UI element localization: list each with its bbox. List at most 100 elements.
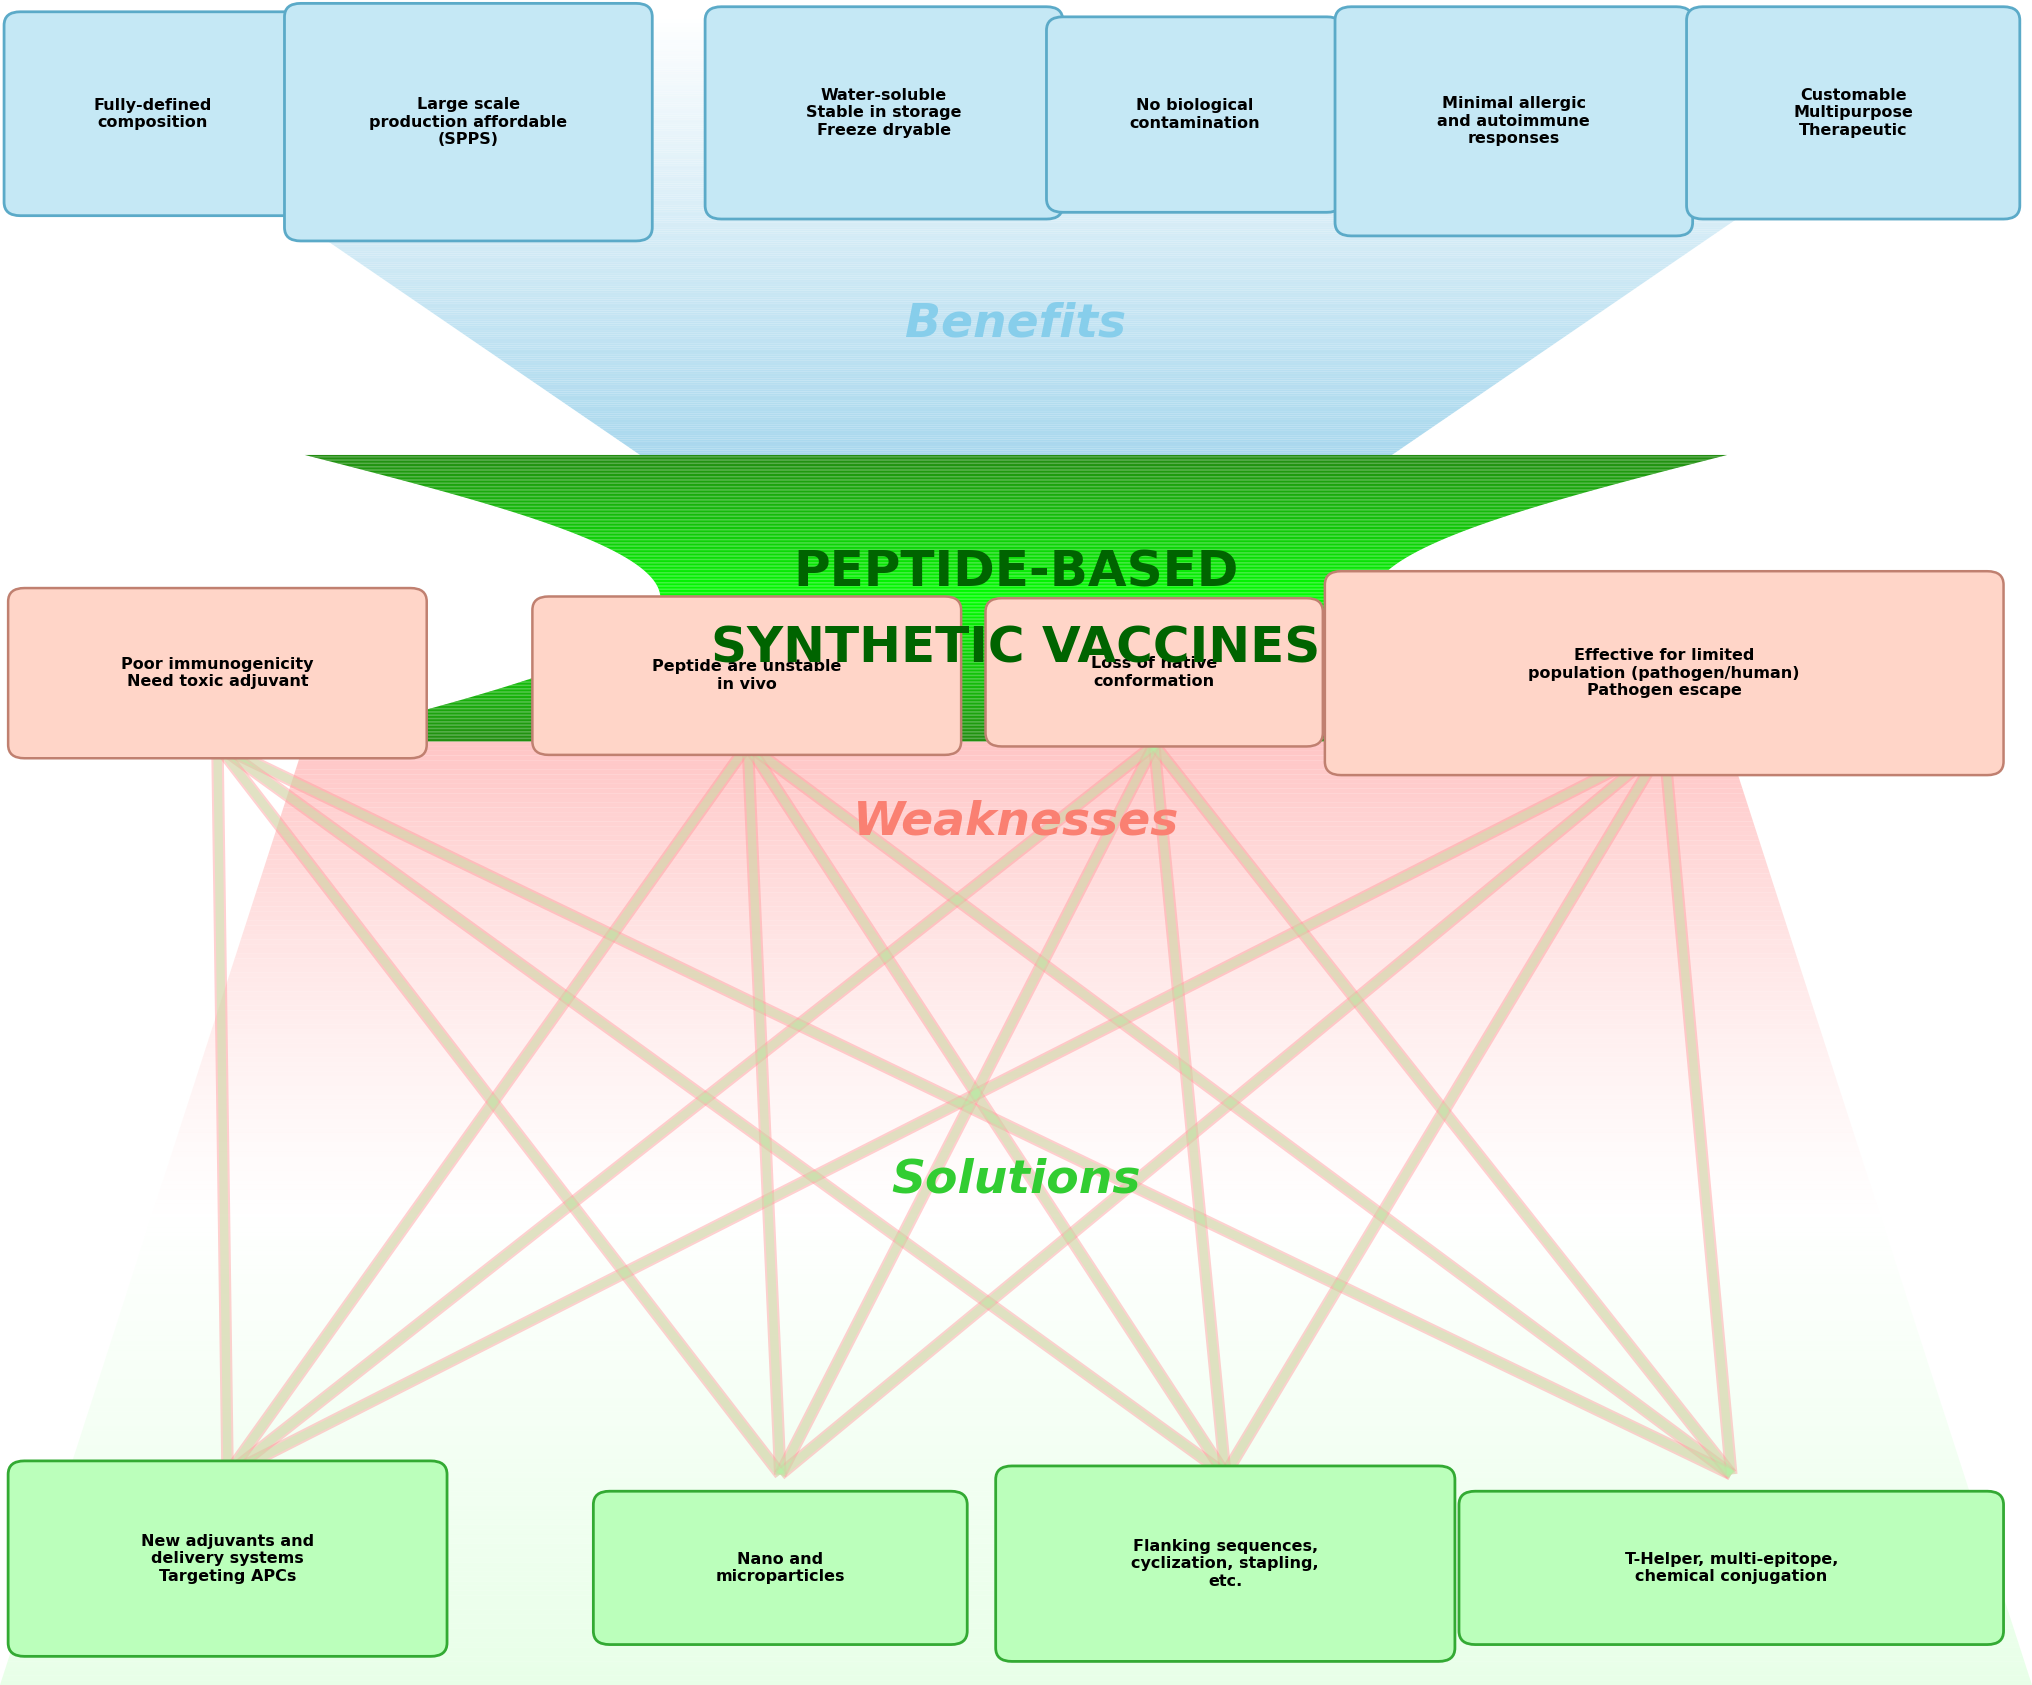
Polygon shape [41,45,1991,47]
Polygon shape [242,930,1790,935]
Polygon shape [41,1554,1991,1557]
Polygon shape [132,106,1900,110]
Polygon shape [18,1624,2014,1628]
Polygon shape [120,1308,1912,1313]
Polygon shape [61,1491,1971,1496]
Polygon shape [6,1661,2026,1666]
Polygon shape [608,433,1424,435]
Polygon shape [380,278,1652,280]
Text: Peptide are unstable
in vivo: Peptide are unstable in vivo [652,659,841,693]
Polygon shape [295,219,1737,221]
Polygon shape [93,81,1939,83]
Polygon shape [244,184,1788,185]
Polygon shape [232,964,1800,967]
Polygon shape [100,84,1932,88]
Polygon shape [154,121,1878,125]
Polygon shape [236,949,1796,954]
Polygon shape [63,61,1967,62]
Polygon shape [264,864,1768,869]
Polygon shape [502,361,1530,362]
Polygon shape [234,177,1798,179]
Polygon shape [75,1444,1955,1449]
Polygon shape [524,376,1508,379]
FancyBboxPatch shape [284,3,652,241]
Polygon shape [289,214,1743,216]
Polygon shape [282,807,1750,812]
Polygon shape [457,330,1575,332]
Polygon shape [81,1426,1949,1431]
Polygon shape [26,1596,2004,1601]
Polygon shape [278,207,1754,209]
FancyBboxPatch shape [1335,7,1693,236]
Polygon shape [599,426,1433,428]
Polygon shape [260,873,1772,878]
Polygon shape [634,450,1398,453]
Polygon shape [213,1019,1819,1024]
Polygon shape [0,17,2032,19]
Polygon shape [6,22,2026,24]
Polygon shape [140,113,1892,116]
Polygon shape [396,288,1636,290]
Polygon shape [156,1200,1878,1203]
Polygon shape [30,1586,2002,1591]
Polygon shape [152,1208,1880,1213]
FancyBboxPatch shape [705,7,1063,219]
Polygon shape [618,440,1414,441]
Text: Fully-defined
composition: Fully-defined composition [93,98,211,130]
Polygon shape [473,340,1559,344]
Polygon shape [20,1614,2010,1619]
Polygon shape [47,1538,1985,1543]
Polygon shape [98,1378,1934,1383]
Polygon shape [142,1242,1890,1247]
Polygon shape [0,1680,2032,1685]
Polygon shape [297,760,1735,765]
Polygon shape [87,1407,1943,1412]
Polygon shape [136,1255,1894,1260]
Polygon shape [79,72,1953,74]
Polygon shape [181,1124,1853,1129]
Polygon shape [18,30,2014,32]
Polygon shape [77,69,1955,72]
Text: T-Helper, multi-epitope,
chemical conjugation: T-Helper, multi-epitope, chemical conjug… [1624,1552,1839,1584]
Polygon shape [435,315,1597,317]
Polygon shape [53,1515,1979,1520]
Polygon shape [136,1260,1896,1265]
Polygon shape [148,1223,1884,1227]
Polygon shape [118,98,1914,99]
Polygon shape [455,329,1577,330]
Polygon shape [612,435,1420,438]
FancyBboxPatch shape [593,1491,967,1645]
Polygon shape [193,1085,1841,1090]
Polygon shape [167,131,1865,133]
Polygon shape [4,1666,2028,1672]
Polygon shape [252,901,1780,907]
Polygon shape [528,379,1504,381]
Polygon shape [246,185,1786,187]
Polygon shape [96,83,1936,84]
Polygon shape [217,1006,1815,1011]
Polygon shape [303,746,1729,752]
Polygon shape [140,1247,1892,1250]
Polygon shape [209,1035,1823,1038]
Polygon shape [276,826,1756,831]
Polygon shape [177,1132,1855,1137]
Polygon shape [104,1360,1928,1365]
Polygon shape [518,372,1514,374]
FancyBboxPatch shape [1687,7,2020,219]
Polygon shape [260,194,1772,197]
Polygon shape [112,1331,1918,1336]
Polygon shape [96,1383,1936,1388]
Polygon shape [41,1557,1991,1562]
Polygon shape [106,1355,1926,1360]
Polygon shape [447,324,1585,325]
Polygon shape [195,1077,1837,1082]
Polygon shape [319,236,1711,238]
Polygon shape [181,1119,1851,1124]
Polygon shape [226,982,1806,987]
Polygon shape [163,1176,1869,1179]
Text: Benefits: Benefits [906,302,1126,345]
Polygon shape [112,93,1920,96]
Polygon shape [264,859,1766,864]
Polygon shape [79,1436,1953,1439]
Polygon shape [211,1030,1821,1035]
